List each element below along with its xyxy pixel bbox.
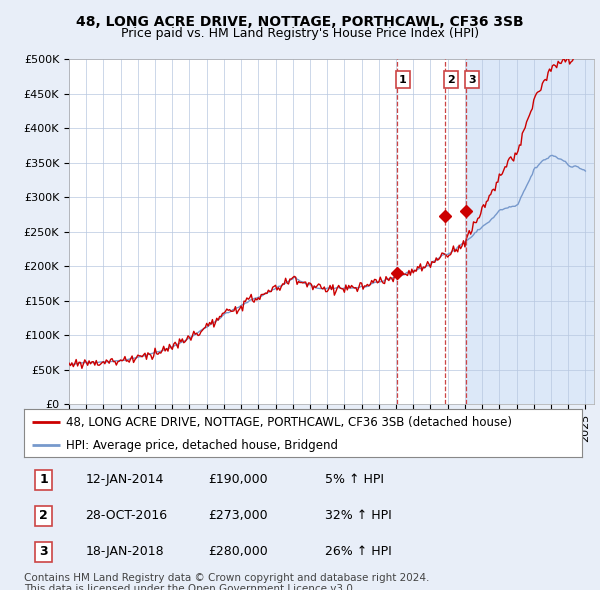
Bar (69, 59, 397, 404)
Text: 32% ↑ HPI: 32% ↑ HPI (325, 509, 392, 522)
Text: 3: 3 (468, 75, 476, 85)
Text: 3: 3 (39, 545, 48, 558)
Text: 26% ↑ HPI: 26% ↑ HPI (325, 545, 392, 558)
Text: 18-JAN-2018: 18-JAN-2018 (85, 545, 164, 558)
Text: 28-OCT-2016: 28-OCT-2016 (85, 509, 167, 522)
Text: HPI: Average price, detached house, Bridgend: HPI: Average price, detached house, Brid… (66, 438, 338, 452)
Text: Contains HM Land Registry data © Crown copyright and database right 2024.: Contains HM Land Registry data © Crown c… (24, 573, 430, 584)
Text: 2: 2 (39, 509, 48, 522)
Text: £190,000: £190,000 (208, 473, 268, 486)
Text: 48, LONG ACRE DRIVE, NOTTAGE, PORTHCAWL, CF36 3SB: 48, LONG ACRE DRIVE, NOTTAGE, PORTHCAWL,… (76, 15, 524, 29)
Text: £273,000: £273,000 (208, 509, 268, 522)
Text: 12-JAN-2014: 12-JAN-2014 (85, 473, 164, 486)
Bar (397, 59, 445, 404)
Text: £280,000: £280,000 (208, 545, 268, 558)
Text: 48, LONG ACRE DRIVE, NOTTAGE, PORTHCAWL, CF36 3SB (detached house): 48, LONG ACRE DRIVE, NOTTAGE, PORTHCAWL,… (66, 416, 512, 429)
Text: This data is licensed under the Open Government Licence v3.0.: This data is licensed under the Open Gov… (24, 584, 356, 590)
Bar (445, 59, 466, 404)
Text: 5% ↑ HPI: 5% ↑ HPI (325, 473, 385, 486)
Text: Price paid vs. HM Land Registry's House Price Index (HPI): Price paid vs. HM Land Registry's House … (121, 27, 479, 40)
Text: 1: 1 (399, 75, 407, 85)
Text: 2: 2 (448, 75, 455, 85)
Text: 1: 1 (39, 473, 48, 486)
